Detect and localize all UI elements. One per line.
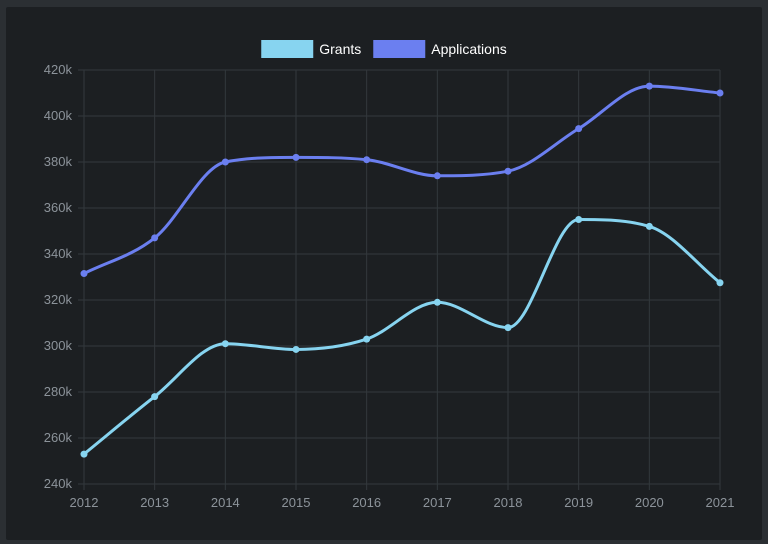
x-tick-label: 2016 xyxy=(352,495,381,510)
data-point-grants[interactable] xyxy=(575,216,583,223)
x-tick-label: 2015 xyxy=(282,495,311,510)
data-point-applications[interactable] xyxy=(575,125,583,133)
x-tick-label: 2017 xyxy=(423,495,452,510)
data-point-grants[interactable] xyxy=(504,324,512,332)
x-tick-label: 2013 xyxy=(140,495,169,510)
legend-item-applications[interactable]: Applications xyxy=(373,40,507,58)
y-tick-label: 280k xyxy=(44,384,73,399)
data-point-applications[interactable] xyxy=(716,89,724,97)
data-point-grants[interactable] xyxy=(645,222,653,230)
data-point-applications[interactable] xyxy=(151,234,159,242)
data-point-grants[interactable] xyxy=(80,450,88,458)
data-point-grants[interactable] xyxy=(221,340,229,348)
legend-swatch xyxy=(261,40,314,58)
series-line-applications xyxy=(82,84,722,276)
x-tick-label: 2019 xyxy=(564,495,593,510)
y-tick-label: 380k xyxy=(44,154,73,169)
x-tick-label: 2021 xyxy=(706,495,735,510)
legend[interactable]: Grants Applications xyxy=(261,40,507,58)
series-grants xyxy=(80,216,724,458)
y-tick-label: 300k xyxy=(44,338,73,353)
legend-label: Grants xyxy=(319,41,361,57)
data-point-applications[interactable] xyxy=(504,167,512,175)
legend-swatch xyxy=(373,40,426,58)
data-point-applications[interactable] xyxy=(80,270,88,278)
grid xyxy=(78,69,721,490)
y-tick-label: 360k xyxy=(44,200,73,215)
chart-panel xyxy=(6,7,762,540)
x-tick-label: 2014 xyxy=(211,495,240,510)
data-point-grants[interactable] xyxy=(292,345,300,353)
x-tick-label: 2020 xyxy=(635,495,664,510)
y-tick-label: 400k xyxy=(44,108,73,123)
data-point-grants[interactable] xyxy=(151,393,159,401)
y-axis-ticks: 240k 260k 280k 300k 320k 340k 360k 380k 400k 420k xyxy=(44,62,73,491)
data-point-applications[interactable] xyxy=(292,153,300,161)
legend-item-grants[interactable]: Grants xyxy=(261,40,361,58)
series-applications xyxy=(80,82,724,278)
y-tick-label: 260k xyxy=(44,430,73,445)
data-point-applications[interactable] xyxy=(363,156,371,164)
data-point-grants[interactable] xyxy=(433,298,441,306)
series-line-grants xyxy=(82,218,722,456)
data-point-applications[interactable] xyxy=(645,82,653,90)
x-axis-ticks: 2012 2013 2014 2015 2016 2017 2018 2019 2020 2021 xyxy=(70,495,735,510)
y-tick-label: 420k xyxy=(44,62,73,77)
y-tick-label: 320k xyxy=(44,292,73,307)
x-tick-label: 2012 xyxy=(70,495,99,510)
data-point-grants[interactable] xyxy=(363,335,371,343)
y-tick-label: 240k xyxy=(44,476,73,491)
series xyxy=(80,82,724,458)
y-tick-label: 340k xyxy=(44,246,73,261)
data-point-grants[interactable] xyxy=(716,279,724,287)
x-tick-label: 2018 xyxy=(494,495,523,510)
legend-label: Applications xyxy=(431,41,507,57)
data-point-applications[interactable] xyxy=(433,172,441,180)
data-point-applications[interactable] xyxy=(221,158,229,166)
